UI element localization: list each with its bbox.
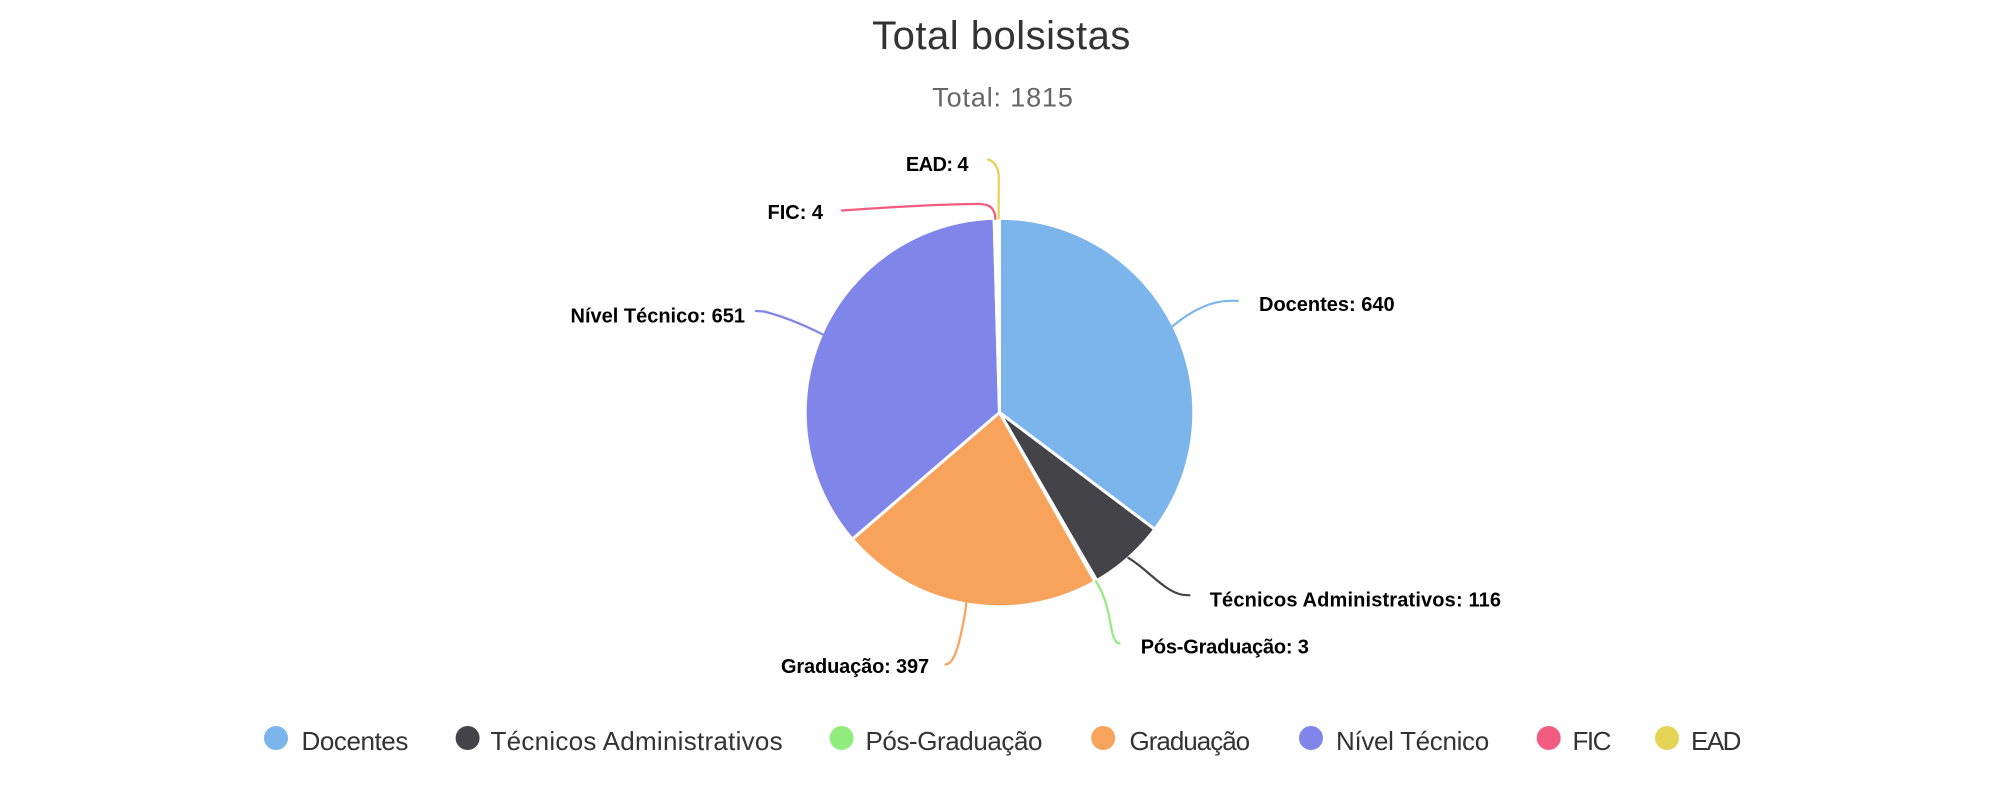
- svg-text:FIC: FIC: [1573, 726, 1611, 756]
- svg-text:Graduação: 397: Graduação: 397: [781, 656, 929, 678]
- svg-text:FIC: 4: FIC: 4: [768, 202, 824, 224]
- svg-text:Técnicos Administrativos: Técnicos Administrativos: [491, 726, 783, 756]
- svg-text:Nível Técnico: Nível Técnico: [1336, 726, 1489, 756]
- svg-text:Pós-Graduação: Pós-Graduação: [866, 726, 1043, 756]
- svg-text:Nível Técnico: 651: Nível Técnico: 651: [571, 306, 746, 328]
- svg-text:Técnicos Administrativos: 116: Técnicos Administrativos: 116: [1210, 590, 1502, 612]
- svg-text:EAD: 4: EAD: 4: [906, 154, 969, 176]
- svg-text:Total bolsistas: Total bolsistas: [872, 14, 1131, 58]
- svg-text:Pós-Graduação: 3: Pós-Graduação: 3: [1141, 637, 1309, 659]
- svg-text:Total: 1815: Total: 1815: [932, 83, 1073, 113]
- svg-text:EAD: EAD: [1691, 726, 1741, 756]
- svg-text:Docentes: Docentes: [302, 726, 409, 756]
- svg-text:Graduação: Graduação: [1130, 726, 1250, 756]
- svg-text:Docentes: 640: Docentes: 640: [1259, 294, 1395, 316]
